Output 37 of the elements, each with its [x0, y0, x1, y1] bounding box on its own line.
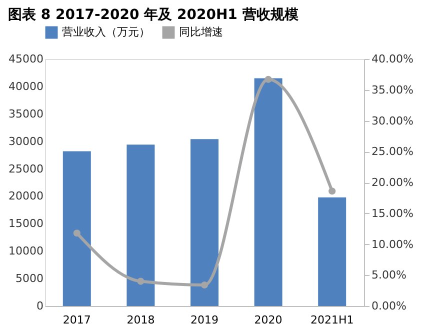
x-tick-label: 2018: [126, 314, 155, 326]
legend-label: 同比增速: [179, 26, 223, 39]
bar: [318, 197, 346, 306]
y-tick-label: 5000: [16, 272, 44, 286]
point: [137, 278, 144, 285]
y2-tick-label: 20.00%: [372, 176, 414, 189]
y2-tick-label: 30.00%: [372, 114, 414, 128]
y2-tick-label: 40.00%: [372, 52, 414, 66]
y-tick-label: 25000: [8, 162, 44, 176]
bar: [126, 144, 155, 306]
y2-tick-label: 25.00%: [372, 145, 414, 158]
y-tick-label: 30000: [8, 134, 44, 148]
y-tick-label: 20000: [8, 190, 44, 203]
y-tick-label: 35000: [8, 107, 44, 120]
y-tick-label: 45000: [8, 52, 44, 66]
y2-tick-label: 15.00%: [372, 206, 414, 220]
legend-label: 营业收入（万元）: [62, 26, 150, 39]
bar: [190, 139, 218, 306]
point: [328, 188, 336, 195]
point: [73, 230, 80, 237]
x-tick-label: 2019: [190, 314, 218, 326]
x-tick-label: 2020: [254, 314, 282, 326]
point: [264, 76, 272, 83]
bar: [254, 78, 282, 306]
y2-tick-label: 10.00%: [372, 238, 414, 251]
bar: [62, 151, 91, 306]
y-tick-label: 10000: [8, 244, 44, 258]
y-tick-label: 40000: [8, 80, 44, 93]
y2-tick-label: 0.00%: [372, 300, 406, 312]
y2-tick-label: 5.00%: [372, 268, 406, 282]
y-tick-label: 15000: [8, 217, 44, 230]
chart-title: 图表 8 2017-2020 年及 2020H1 营收规模: [8, 7, 300, 23]
point: [200, 281, 208, 289]
y2-tick-label: 35.00%: [372, 83, 414, 96]
x-tick-label: 2017: [62, 314, 91, 326]
x-tick-label: 2021H1: [310, 314, 354, 326]
y-tick-label: 0: [36, 300, 44, 312]
